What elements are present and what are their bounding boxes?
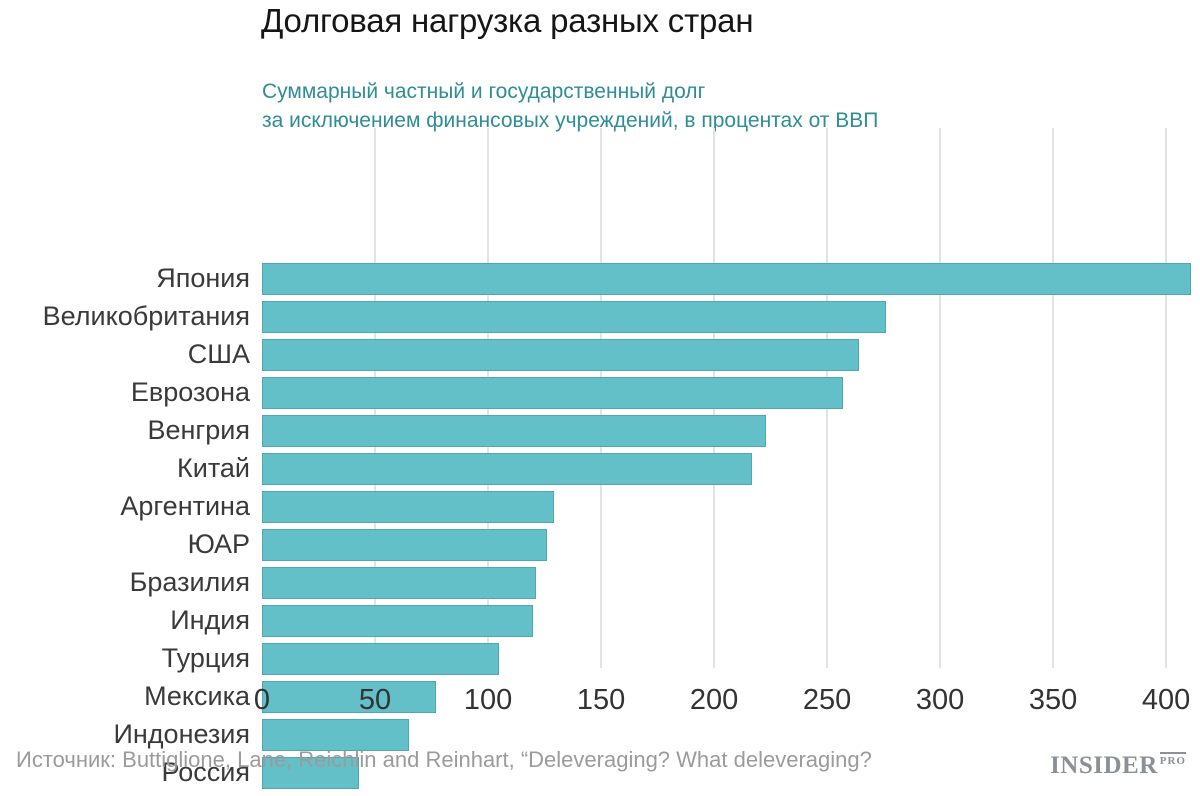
logo-insider-text: INSIDER — [1050, 752, 1158, 779]
bar-2 — [262, 339, 859, 371]
bar-rows: Япония Великобритания США Еврозона Венгрия Ки… — [43, 260, 1191, 792]
bar-5 — [262, 453, 753, 485]
x-tick-label: 400 — [1141, 684, 1191, 716]
bar-8 — [262, 567, 536, 599]
x-tick-label: 250 — [802, 684, 852, 716]
category-label: США — [187, 339, 250, 369]
category-label: Венгрия — [147, 415, 250, 445]
x-axis: 0 50 100 150 200 250 300 350 400 — [254, 684, 1191, 724]
logo-pro-text: PRO — [1159, 752, 1186, 767]
chart-row: Китай — [177, 450, 1191, 488]
bar-7 — [262, 529, 547, 561]
x-tick-label: 350 — [1028, 684, 1078, 716]
chart-row: Бразилия — [130, 564, 1191, 602]
bar-1 — [262, 301, 886, 333]
gridline-400 — [1165, 128, 1168, 668]
x-tick-label: 100 — [463, 684, 513, 716]
bar-12 — [262, 719, 409, 751]
bar-4 — [262, 415, 767, 447]
chart-row: Еврозона — [131, 374, 1191, 412]
x-tick-label: 150 — [576, 684, 626, 716]
chart-row: Аргентина — [120, 488, 1191, 526]
chart-row: Мексика — [144, 678, 1191, 716]
chart-row: Россия — [161, 754, 1191, 792]
chart-row: Индонезия — [113, 716, 1191, 754]
category-label: Турция — [161, 643, 250, 673]
bar-10 — [262, 643, 500, 675]
gridline-300 — [939, 128, 942, 668]
category-label: Аргентина — [120, 491, 250, 521]
x-tick-label: 50 — [358, 684, 392, 716]
chart-subtitle: Суммарный частный и государственный долг… — [262, 77, 878, 135]
category-label: Китай — [177, 453, 250, 483]
bar-11 — [262, 681, 437, 713]
bar-9 — [262, 605, 534, 637]
chart-row: США — [188, 336, 1191, 374]
category-label: Япония — [156, 263, 250, 293]
category-label: Индонезия — [113, 719, 250, 749]
chart-row: Великобритания — [43, 298, 1191, 336]
chart-row: Турция — [162, 640, 1191, 678]
chart-title: Долговая нагрузка разных стран — [261, 2, 754, 39]
category-label: Бразилия — [129, 567, 250, 597]
x-tick-label: 200 — [689, 684, 739, 716]
chart-row: Япония — [156, 260, 1191, 298]
category-label: Россия — [161, 757, 250, 787]
category-label: ЮАР — [187, 529, 250, 559]
chart-row: Индия — [170, 602, 1191, 640]
chart-subtitle-line2: за исключением финансовых учреждений, в … — [262, 109, 879, 132]
category-label: Мексика — [144, 681, 250, 711]
bar-6 — [262, 491, 554, 523]
category-label: Индия — [170, 605, 250, 635]
bar-13 — [262, 757, 360, 789]
category-label: Еврозона — [130, 377, 250, 407]
gridline-350 — [1052, 128, 1055, 668]
x-tick-label: 300 — [915, 684, 965, 716]
chart-subtitle-line1: Суммарный частный и государственный долг — [262, 80, 706, 103]
bar-0 — [262, 263, 1191, 295]
insiderpro-logo: INSIDER PRO — [1050, 752, 1186, 780]
x-tick-label: 0 — [253, 684, 271, 716]
bar-3 — [262, 377, 843, 409]
category-label: Великобритания — [42, 301, 250, 331]
chart-row: ЮАР — [188, 526, 1191, 564]
source-text: Источник: Buttiglione, Lane, Reichlin an… — [16, 747, 872, 772]
chart-row: Венгрия — [147, 412, 1191, 450]
plot-area: Япония Великобритания США Еврозона Венгрия Ки… — [43, 128, 1191, 789]
